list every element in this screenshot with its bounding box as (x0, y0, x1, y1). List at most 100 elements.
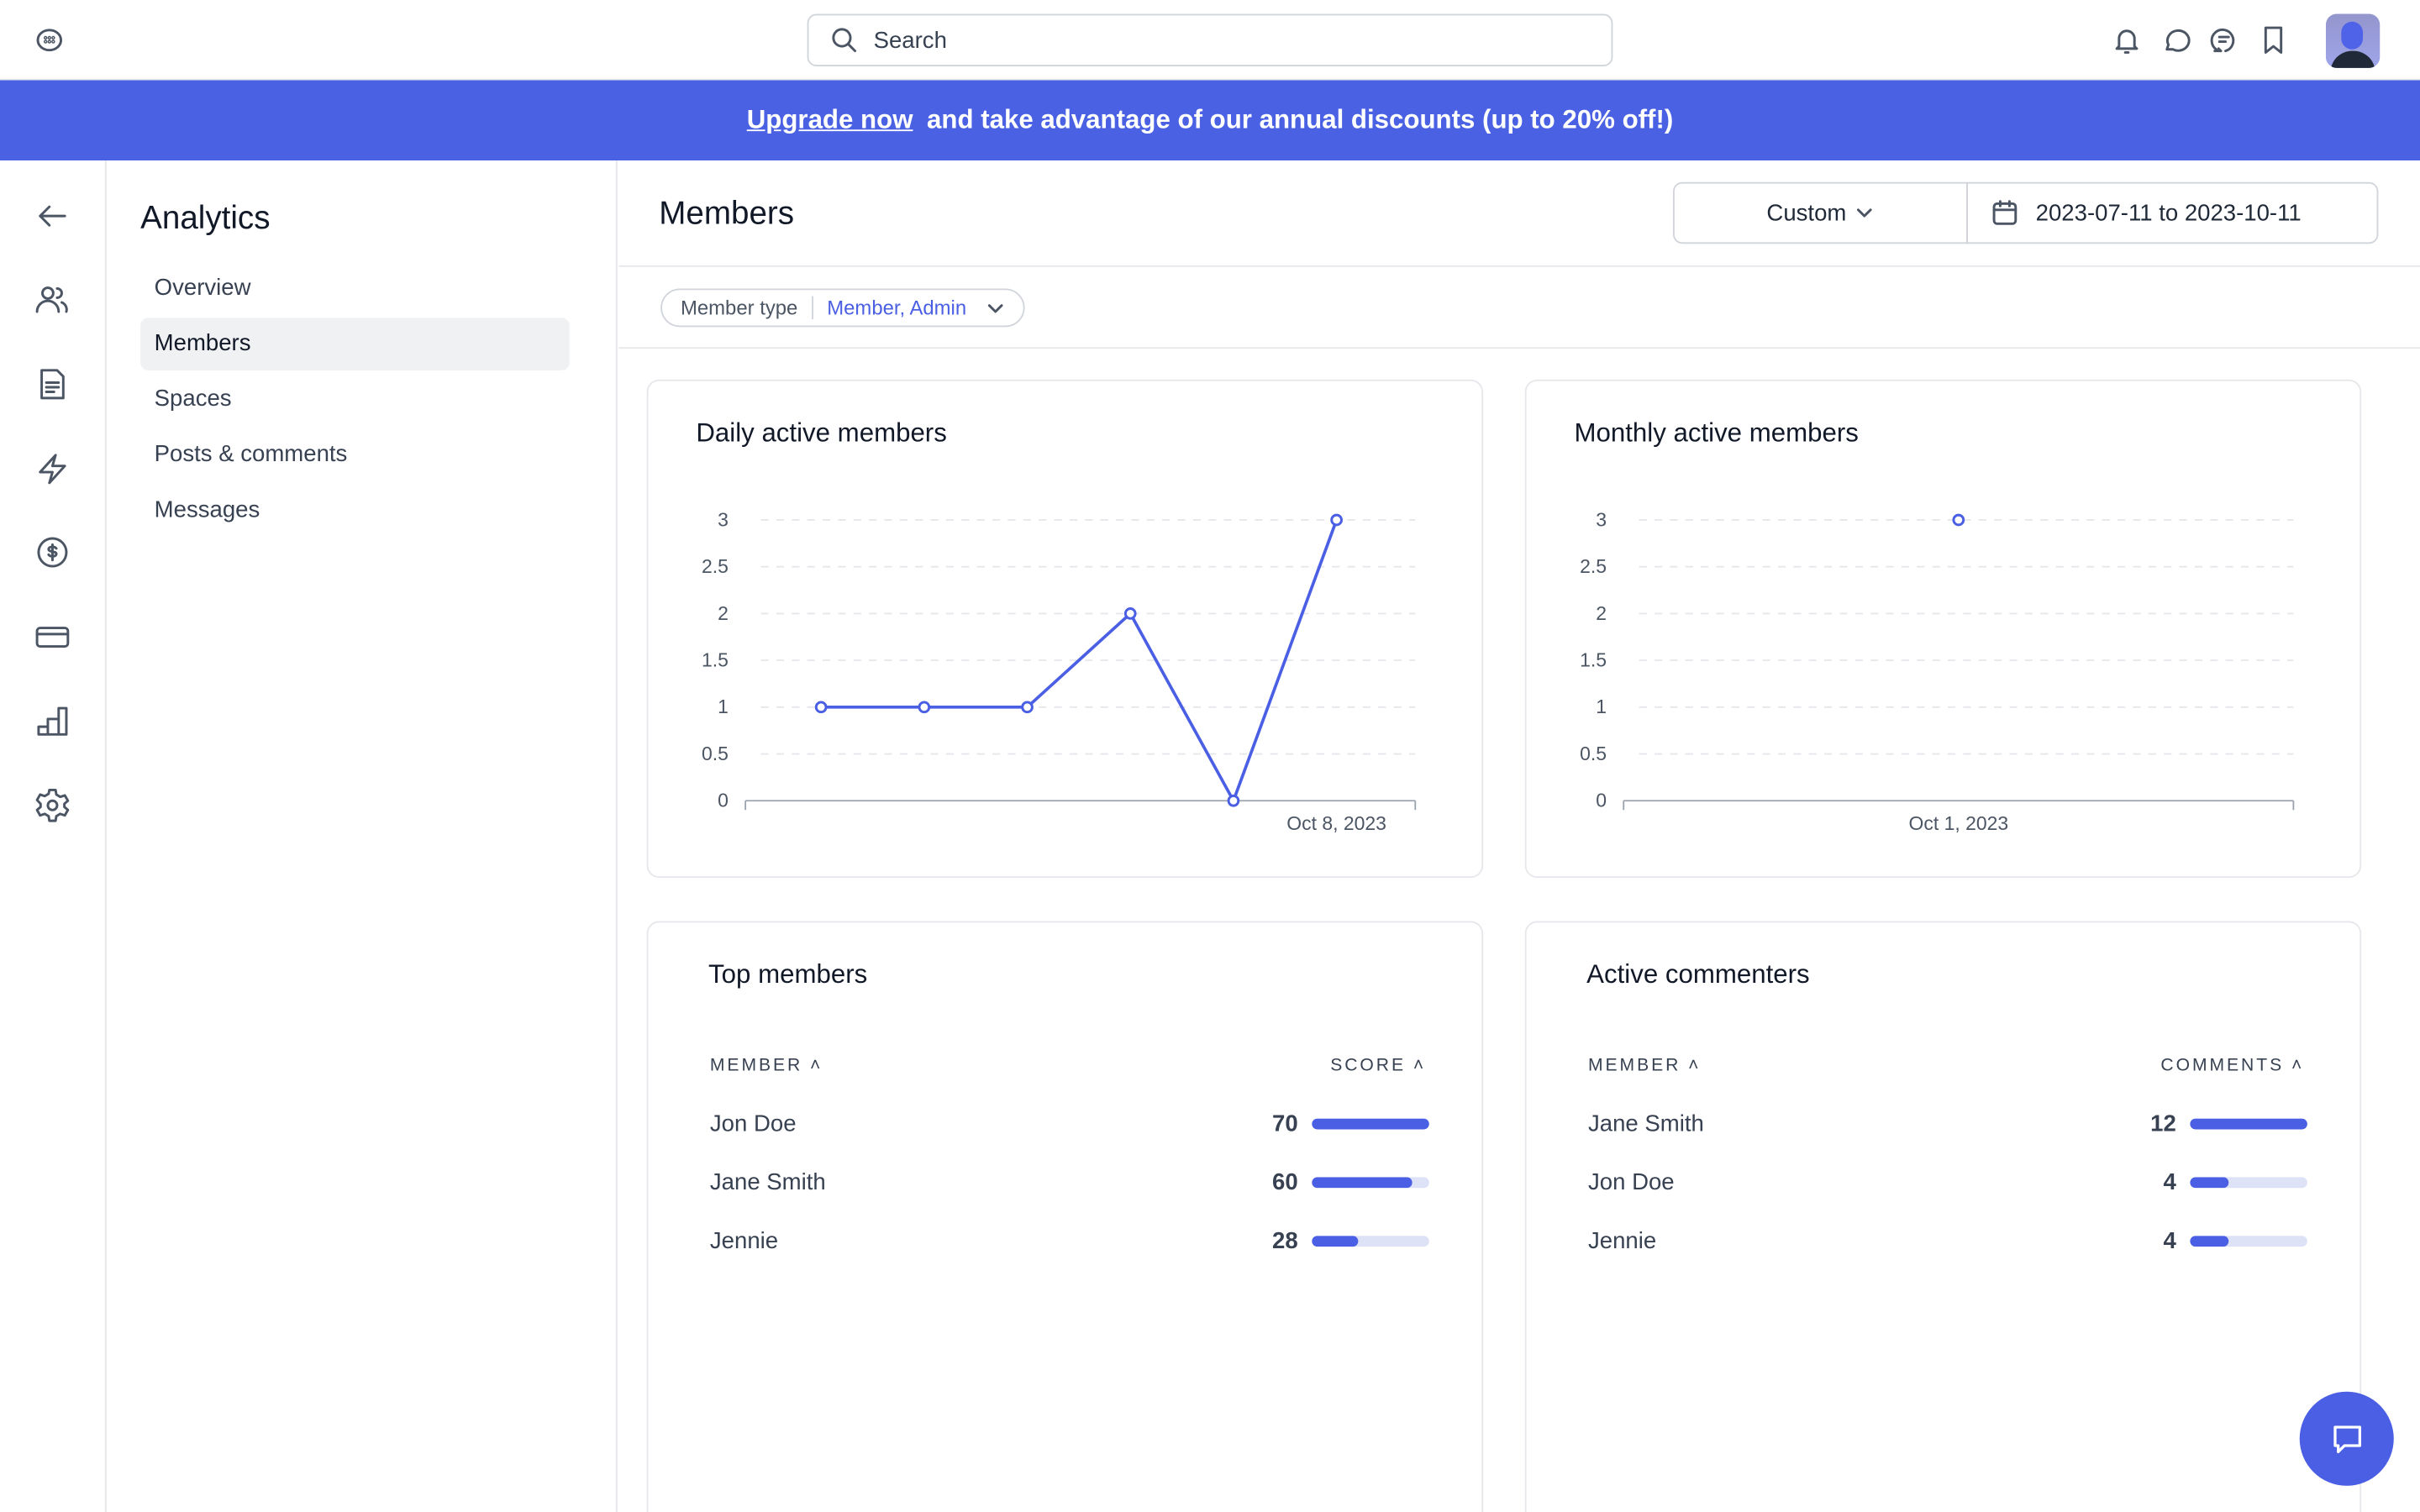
chevron-down-icon (1857, 208, 1873, 218)
comments-column-header[interactable]: COMMENTS ˄ (2160, 1057, 2305, 1076)
analytics-sidebar: Analytics Overview Members Spaces Posts … (107, 160, 618, 1512)
sidebar-item-overview[interactable]: Overview (154, 274, 251, 302)
value-bar-fill (1312, 1118, 1429, 1130)
avatar[interactable] (2325, 13, 2381, 68)
member-name[interactable]: Jane Smith (709, 1169, 826, 1196)
chat-support-button[interactable] (2299, 1391, 2394, 1486)
date-range-picker[interactable]: 2023-07-11 to 2023-10-11 (1966, 181, 2379, 244)
sidebar-item-messages[interactable]: Messages (154, 496, 260, 523)
table-row: Jane Smith 12 (1527, 1106, 2364, 1143)
data-point (1227, 794, 1240, 807)
value-bar (2190, 1177, 2307, 1189)
members-icon[interactable] (34, 281, 71, 318)
date-range-value: 2023-07-11 to 2023-10-11 (2035, 199, 2302, 227)
sidebar-item-spaces[interactable]: Spaces (154, 386, 232, 412)
range-select-value: Custom (1766, 199, 1847, 227)
value-bar (2190, 1236, 2307, 1247)
document-icon[interactable] (34, 365, 71, 402)
y-tick-label: 1.5 (1580, 648, 1607, 670)
data-point (918, 701, 931, 714)
row-value: 28 (1272, 1228, 1298, 1255)
value-bar-fill (1312, 1236, 1360, 1247)
member-name[interactable]: Jennie (709, 1228, 779, 1255)
monthly-active-chart: 0 0.5 1 1.5 2 2.5 3 Oct 1, 2023 (1580, 508, 2295, 834)
page-title: Members (659, 196, 795, 232)
calendar-icon (1992, 200, 2018, 225)
bookmark-icon[interactable] (2258, 24, 2289, 55)
score-column-header[interactable]: SCORE ˄ (1330, 1057, 1427, 1076)
value-bar (1312, 1236, 1429, 1247)
x-tick-label: Oct 1, 2023 (1909, 812, 2009, 834)
row-value: 4 (2163, 1228, 2176, 1255)
chart-title: Daily active members (696, 417, 947, 448)
data-point (1952, 513, 1965, 527)
upgrade-banner: Upgrade now and take advantage of our an… (0, 80, 2420, 161)
value-bar (1312, 1177, 1429, 1189)
sidebar-title: Analytics (140, 200, 271, 237)
y-tick-label: 2 (1596, 602, 1607, 624)
range-select[interactable]: Custom (1673, 181, 1968, 244)
value-bar (1312, 1118, 1429, 1130)
top-members-card: Top members MEMBER ˄ SCORE ˄ Jon Doe 70 … (646, 921, 1485, 1512)
search-input[interactable]: Search (807, 13, 1613, 66)
lightning-icon[interactable] (34, 450, 71, 487)
y-tick-label: 0.5 (1580, 743, 1607, 764)
data-point (1021, 701, 1034, 714)
row-value: 60 (1272, 1169, 1298, 1196)
member-column-header[interactable]: MEMBER ˄ (1588, 1057, 1702, 1076)
dollar-icon[interactable] (34, 534, 71, 571)
value-bar (2190, 1118, 2307, 1130)
credit-card-icon[interactable] (34, 619, 71, 656)
y-tick-label: 0 (718, 790, 729, 811)
search-icon (832, 28, 857, 53)
top-bar: Search (0, 0, 2420, 81)
chevron-down-icon (988, 303, 1003, 312)
filter-bar: Member type Member, Admin (618, 267, 2420, 349)
y-tick-label: 2.5 (702, 555, 729, 577)
y-tick-label: 3 (718, 508, 729, 530)
settings-gear-icon[interactable] (34, 787, 71, 824)
table-row: Jane Smith 60 (648, 1165, 1485, 1202)
bell-icon[interactable] (2112, 24, 2143, 55)
daily-active-members-card: Daily active members 0 0.5 1 1.5 2 2.5 3 Oct 8,… (646, 379, 1484, 879)
member-name[interactable]: Jennie (1588, 1228, 1657, 1255)
community-logo-icon[interactable] (35, 26, 63, 54)
member-column-header[interactable]: MEMBER ˄ (709, 1057, 823, 1076)
data-point (814, 701, 828, 714)
table-row: Jon Doe 70 (648, 1106, 1485, 1143)
sidebar-item-posts-comments[interactable]: Posts & comments (154, 441, 348, 468)
monthly-active-members-card: Monthly active members 0 0.5 1 1.5 2 2.5 3 Oct … (1524, 379, 2362, 879)
table-row: Jennie 4 (1527, 1224, 2364, 1261)
table-row: Jon Doe 4 (1527, 1165, 2364, 1202)
member-name[interactable]: Jon Doe (709, 1110, 797, 1137)
table-row: Jennie 28 (648, 1224, 1485, 1261)
y-tick-label: 2 (718, 602, 729, 624)
x-tick-label: Oct 8, 2023 (1286, 812, 1386, 834)
y-tick-label: 1.5 (702, 648, 729, 670)
value-bar-fill (2190, 1236, 2229, 1247)
series-line (821, 519, 1339, 805)
icon-rail (0, 160, 107, 1512)
data-point (1123, 607, 1137, 620)
search-placeholder: Search (873, 27, 947, 54)
value-bar-fill (2190, 1177, 2229, 1189)
bar-chart-icon[interactable] (34, 702, 71, 739)
member-type-filter[interactable]: Member type Member, Admin (660, 288, 1025, 328)
messages-icon[interactable] (2208, 24, 2239, 55)
row-value: 12 (2150, 1110, 2176, 1137)
chart-title: Monthly active members (1574, 417, 1859, 448)
member-name[interactable]: Jane Smith (1588, 1110, 1704, 1137)
y-tick-label: 0.5 (702, 743, 729, 764)
sidebar-item-members[interactable]: Members (140, 318, 570, 370)
filter-label: Member type (681, 296, 798, 320)
row-value: 70 (1272, 1110, 1298, 1137)
card-title: Active commenters (1586, 959, 1810, 990)
y-tick-label: 3 (1596, 508, 1607, 530)
row-value: 4 (2163, 1169, 2176, 1196)
y-tick-label: 0 (1596, 790, 1607, 811)
chat-icon[interactable] (2160, 24, 2191, 55)
value-bar-fill (1312, 1177, 1413, 1189)
back-arrow-icon[interactable] (34, 197, 71, 234)
member-name[interactable]: Jon Doe (1588, 1169, 1675, 1196)
upgrade-now-link[interactable]: Upgrade now (746, 104, 913, 134)
